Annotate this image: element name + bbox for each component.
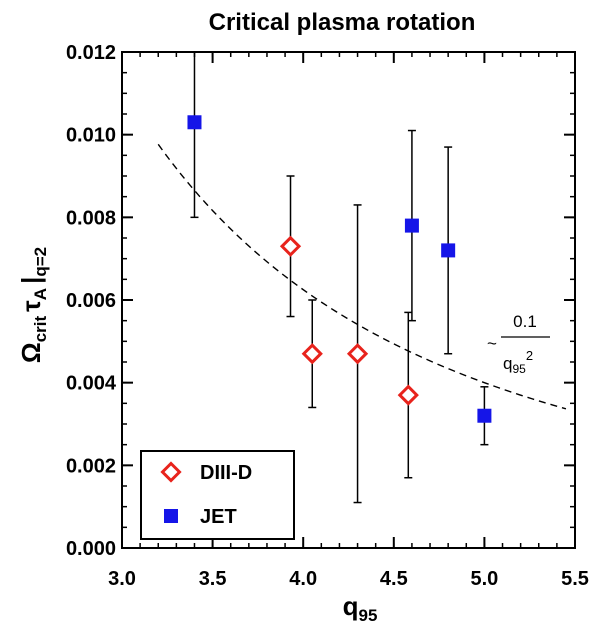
y-label-omega-sub: crit [31, 315, 50, 342]
x-tick-label: 3.0 [108, 568, 136, 590]
x-tick-label: 5.0 [470, 568, 498, 590]
y-axis-label: Ωcrit τA |q=2 [16, 247, 50, 363]
y-tick-label: 0.006 [66, 290, 116, 312]
y-tick-label: 0.012 [66, 42, 116, 64]
y-label-bar: | [16, 277, 46, 284]
svg-text:ΩcritτA|q=2: Ωcrit τA |q=2 [16, 247, 50, 363]
y-tick-label: 0.010 [66, 125, 116, 147]
data-point-diii-d [397, 384, 419, 406]
x-tick-label: 4.0 [289, 568, 317, 590]
data-point-diii-d [279, 235, 302, 257]
x-label-sub: 95 [358, 606, 377, 625]
y-label-tau: τ [16, 300, 46, 312]
y-tick-label: 0.002 [66, 455, 116, 477]
legend-box [140, 450, 295, 540]
fit-annotation-denominator: q952 [503, 348, 533, 376]
data-point-jet [187, 115, 202, 130]
x-label-main: q [343, 591, 359, 621]
legend: DIII-D JET [140, 450, 295, 540]
legend-items: DIII-D JET [160, 461, 252, 528]
y-label-tau-sub: A [31, 288, 50, 300]
data-point-jet [404, 218, 419, 233]
fit-annotation-numerator: 0.1 [513, 312, 537, 331]
fit-annotation-denominator-exp: 2 [526, 348, 533, 363]
fit-curve [157, 143, 567, 410]
fit-annotation-tilde: ~ [487, 334, 497, 353]
chart-title: Critical plasma rotation [209, 9, 476, 36]
fit-annotation: ~ 0.1 q952 [487, 312, 550, 376]
svg-text:q95: q95 [343, 591, 378, 625]
y-tick-label: 0.000 [66, 538, 116, 560]
legend-marker-diii-d [160, 461, 182, 483]
y-label-omega: Ω [16, 342, 46, 363]
fit-annotation-denominator-q: q [503, 354, 512, 373]
plot-layer: 3.0 3.5 4.0 4.5 5.0 5.5 0.000 0.002 0.004 0.006 0.… [66, 42, 589, 590]
data-point-diii-d [346, 343, 369, 365]
data-point-jet [477, 408, 492, 423]
data-point-diii-d [301, 343, 323, 365]
data-point-jet [441, 243, 456, 258]
x-tick-label: 5.5 [561, 568, 589, 590]
x-tick-label: 3.5 [199, 568, 227, 590]
legend-label-diii-d: DIII-D [200, 462, 252, 484]
fit-annotation-denominator-sub: 95 [512, 362, 526, 376]
y-label-cond-sub: q=2 [31, 247, 50, 277]
y-tick-label: 0.008 [66, 207, 116, 229]
legend-marker-jet [164, 509, 178, 523]
x-tick-label: 4.5 [380, 568, 408, 590]
x-axis-label: q95 [343, 591, 378, 625]
legend-label-jet: JET [200, 506, 237, 528]
y-tick-label: 0.004 [66, 373, 117, 395]
